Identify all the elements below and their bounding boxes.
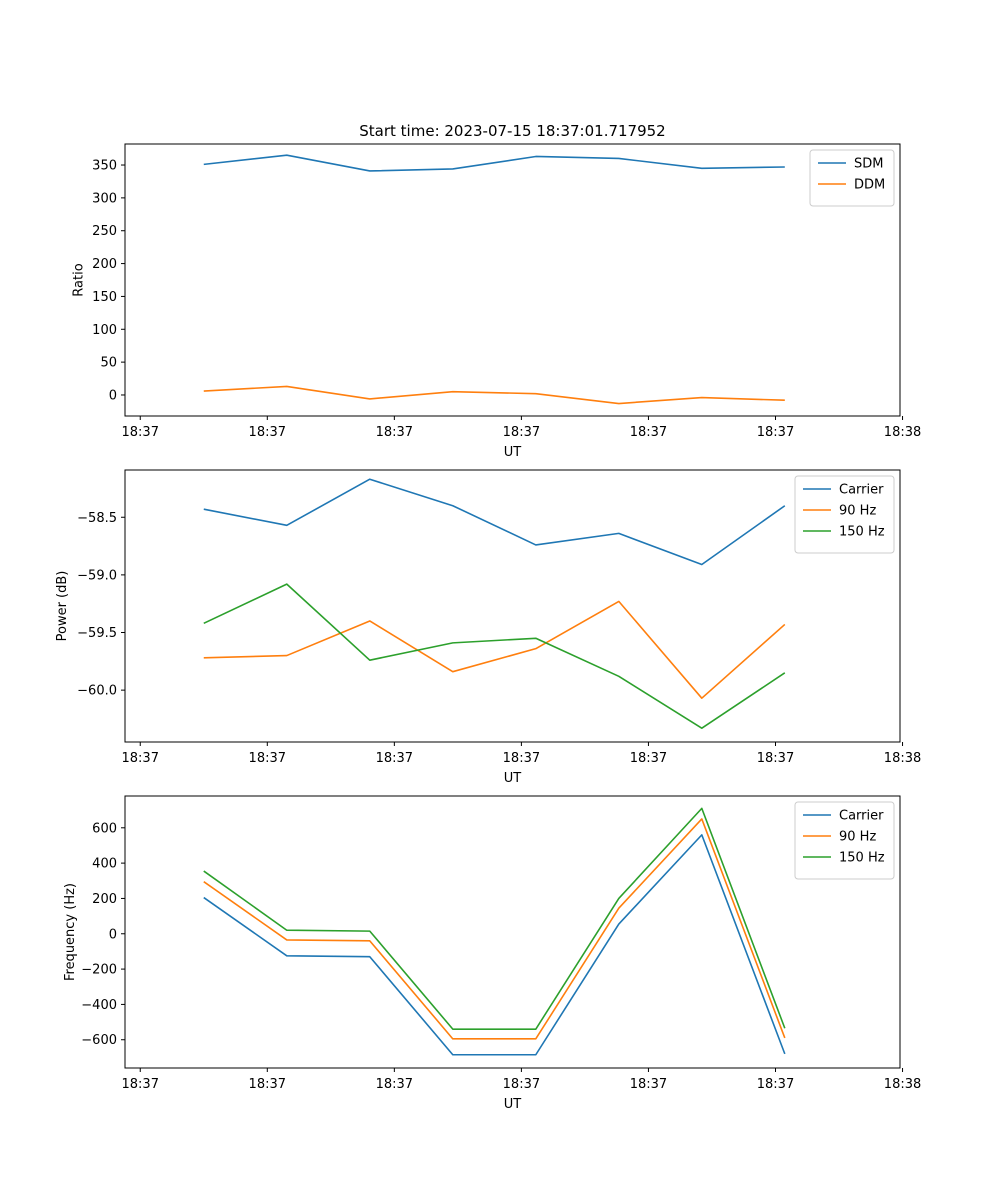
x-tick-label: 18:37	[630, 751, 667, 766]
y-tick-label: 50	[100, 356, 117, 371]
y-tick-label: −59.0	[77, 568, 117, 583]
y-tick-label: 150	[92, 290, 117, 305]
x-axis-label: UT	[504, 1097, 522, 1112]
y-tick-label: −400	[81, 998, 117, 1013]
y-tick-label: −58.5	[77, 511, 117, 526]
plots-container: 18:37 18:37 18:37 18:37 18:37 18:37 18:38 0 50 10…	[55, 143, 921, 1112]
x-tick-label: 18:37	[630, 1077, 667, 1092]
x-tick-label: 18:37	[376, 1077, 413, 1092]
x-axis-label: UT	[504, 445, 522, 460]
legend-frame	[794, 475, 895, 554]
x-tick-label: 18:37	[630, 425, 667, 440]
y-axis-label: Power (dB)	[55, 571, 70, 642]
series-line-sdm	[203, 154, 785, 172]
series-line-carrier	[203, 478, 786, 566]
y-tick-label: 600	[92, 821, 117, 836]
legend-label: 150 Hz	[839, 525, 885, 540]
plot-frame	[124, 795, 901, 1069]
y-axis-label: Ratio	[71, 263, 86, 296]
x-tick-label: 18:37	[249, 751, 286, 766]
y-axis-label: Frequency (Hz)	[63, 883, 78, 981]
series-line-150-hz	[203, 807, 786, 1030]
y-tick-label: 200	[92, 892, 117, 907]
y-tick-label: −600	[81, 1033, 117, 1048]
legend-label: DDM	[854, 178, 885, 193]
legend: SDM DDM	[809, 149, 895, 207]
legend-label: 150 Hz	[839, 851, 885, 866]
x-tick-label: 18:38	[884, 425, 921, 440]
legend-frame	[794, 801, 895, 880]
legend-frame	[809, 149, 895, 207]
x-tick-label: 18:38	[884, 1077, 921, 1092]
series-line-150-hz	[203, 583, 786, 729]
y-tick-label: 0	[109, 927, 117, 942]
subplot-1: 18:37 18:37 18:37 18:37 18:37 18:37 18:38 0 50 10…	[71, 143, 921, 460]
x-tick-label: 18:37	[757, 1077, 794, 1092]
x-tick-label: 18:37	[122, 751, 159, 766]
y-tick-label: 100	[92, 323, 117, 338]
y-tick-label: 350	[92, 159, 117, 174]
subplot-2: 18:37 18:37 18:37 18:37 18:37 18:37 18:38 −60.0…	[55, 469, 921, 786]
y-tick-label: 250	[92, 224, 117, 239]
y-tick-label: −59.5	[77, 626, 117, 641]
x-tick-label: 18:37	[503, 751, 540, 766]
legend-label: Carrier	[839, 809, 884, 824]
y-tick-label: 200	[92, 257, 117, 272]
legend-label: SDM	[854, 157, 883, 172]
x-tick-label: 18:37	[376, 751, 413, 766]
legend-label: 90 Hz	[839, 830, 876, 845]
x-tick-label: 18:37	[757, 751, 794, 766]
subplot-3: 18:37 18:37 18:37 18:37 18:37 18:37 18:38 −600 −…	[63, 795, 921, 1112]
x-tick-label: 18:37	[249, 425, 286, 440]
x-tick-label: 18:37	[122, 425, 159, 440]
plot-frame	[124, 469, 901, 743]
y-tick-label: −60.0	[77, 684, 117, 699]
series-line-90-hz	[203, 818, 786, 1040]
y-tick-label: 400	[92, 857, 117, 872]
series-line-90-hz	[203, 600, 786, 700]
y-tick-label: −200	[81, 963, 117, 978]
x-tick-label: 18:37	[503, 1077, 540, 1092]
x-tick-label: 18:37	[376, 425, 413, 440]
plot-frame	[124, 143, 901, 417]
x-tick-label: 18:37	[249, 1077, 286, 1092]
legend: Carrier 90 Hz 150 Hz	[794, 475, 895, 554]
series-line-carrier	[203, 834, 786, 1056]
figure-title: Start time: 2023-07-15 18:37:01.717952	[359, 122, 665, 140]
legend-label: 90 Hz	[839, 504, 876, 519]
x-tick-label: 18:37	[503, 425, 540, 440]
legend-label: Carrier	[839, 483, 884, 498]
x-tick-label: 18:37	[122, 1077, 159, 1092]
x-tick-label: 18:38	[884, 751, 921, 766]
series-line-ddm	[203, 385, 785, 405]
y-tick-label: 300	[92, 191, 117, 206]
x-axis-label: UT	[504, 771, 522, 786]
x-tick-label: 18:37	[757, 425, 794, 440]
legend: Carrier 90 Hz 150 Hz	[794, 801, 895, 880]
y-tick-label: 0	[109, 388, 117, 403]
